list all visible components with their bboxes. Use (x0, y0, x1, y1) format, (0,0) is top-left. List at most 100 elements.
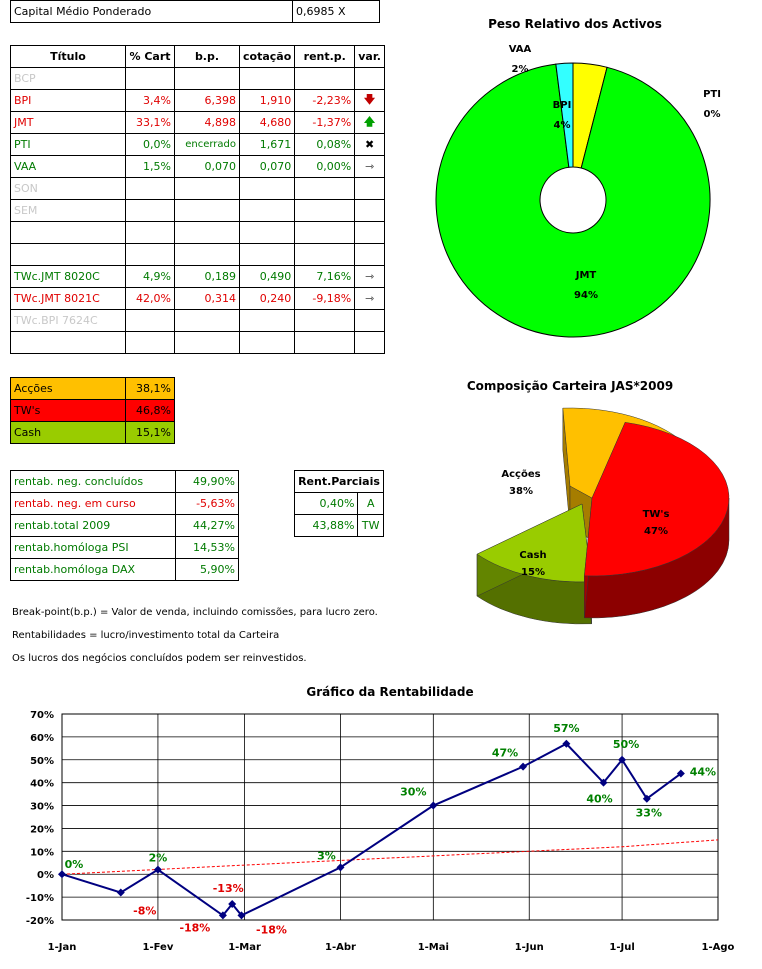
holding-title (10, 243, 126, 266)
x-tick-label: 1-Fev (143, 942, 174, 953)
parciais-row: 43,88% TW (293, 514, 384, 537)
composition-value: 15,1% (125, 421, 175, 444)
rentab-value: 49,90% (175, 470, 239, 493)
plot-area (61, 713, 719, 921)
x-tick-label: 1-Abr (325, 942, 356, 953)
holding-title: TWc.JMT 8021C (10, 287, 126, 310)
donut-label-vaa: VAA (509, 44, 532, 55)
pie-value-Acções: 38% (509, 486, 533, 497)
data-point (336, 863, 345, 872)
donut-label-pti: PTI (703, 89, 721, 100)
composition-label: Acções (10, 377, 126, 400)
data-point (618, 755, 627, 764)
holding-cart (125, 221, 175, 244)
holdings-header-row: Título % Cart b.p. cotação rent.p. var. (10, 45, 385, 68)
y-tick-label: 20% (30, 824, 54, 835)
holding-rent (294, 199, 356, 222)
rentab-row: rentab. neg. em curso -5,63% (10, 492, 239, 515)
rentab-value: 5,90% (175, 558, 239, 581)
holdings-row: BPI 3,4% 6,398 1,910 -2,23% 🡇 (10, 89, 385, 112)
data-point (228, 899, 237, 908)
rentab-label: rentab.total 2009 (10, 514, 176, 537)
pie-slice-Cash (476, 503, 592, 625)
donut-value-vaa: 2% (512, 64, 529, 75)
rentab-value: 44,27% (175, 514, 239, 537)
holding-bp: 6,398 (174, 89, 240, 112)
holding-rent (294, 331, 356, 354)
y-tick-label: -20% (26, 916, 54, 927)
holding-cotacao: 0,490 (238, 265, 296, 288)
holding-var (354, 67, 385, 90)
holding-cart: 4,9% (125, 265, 175, 288)
composition-row: Acções 38,1% (10, 377, 175, 400)
holding-bp: 0,189 (174, 265, 240, 288)
x-tick-label: 1-Mar (228, 942, 261, 953)
data-label: 40% (586, 793, 612, 806)
holding-cart (125, 243, 175, 266)
holding-title: JMT (10, 111, 126, 134)
data-label: -18% (179, 921, 210, 934)
arrow-right-icon: ⇾ (364, 160, 375, 173)
composition-row: Cash 15,1% (10, 421, 175, 444)
y-tick-label: 40% (30, 779, 54, 790)
pie-label-Acções: Acções (501, 469, 540, 480)
x-tick-label: 1-Jul (609, 942, 634, 953)
capital-value: 0,6985 X (292, 0, 380, 23)
holding-bp: encerrado (174, 133, 240, 156)
donut-slice-vaa (555, 62, 574, 168)
pie-title: Composição Carteira JAS*2009 (467, 379, 673, 393)
capital-table: Capital Médio Ponderado 0,6985 X (10, 0, 380, 23)
holdings-row: BCP (10, 67, 385, 90)
holdings-row: SON (10, 177, 385, 200)
holding-rent: -1,37% (294, 111, 356, 134)
holding-var (354, 199, 385, 222)
holding-var (354, 331, 385, 354)
holding-title (10, 331, 126, 354)
holding-bp (174, 331, 240, 354)
arrow-up-icon: 🡅 (363, 115, 376, 128)
col-header-titulo: Título (10, 45, 126, 68)
donut-chart: Peso Relativo dos Activos JMT 94% VAA 2% BPI… (435, 17, 721, 338)
holding-cart (125, 67, 175, 90)
holding-cotacao (238, 243, 296, 266)
holding-cotacao (238, 331, 296, 354)
holding-cart: 42,0% (125, 287, 175, 310)
holding-rent (294, 67, 356, 90)
data-label: 3% (317, 849, 336, 862)
col-header-rent: rent.p. (294, 45, 356, 68)
holding-bp: 4,898 (174, 111, 240, 134)
parciais-header: Rent.Parciais (294, 470, 384, 493)
data-label: -13% (213, 882, 244, 895)
parciais-table: Rent.Parciais 0,40% A 43,88% TW (293, 470, 384, 537)
holding-cart (125, 199, 175, 222)
arrow-right-icon: ⇾ (364, 292, 375, 305)
data-point (237, 911, 246, 920)
holding-rent (294, 243, 356, 266)
holdings-row: TWc.JMT 8020C 4,9% 0,189 0,490 7,16% ⇾ (10, 265, 385, 288)
holdings-row (10, 243, 385, 266)
col-header-cart: % Cart (125, 45, 175, 68)
holding-cotacao (238, 177, 296, 200)
holdings-row: SEM (10, 199, 385, 222)
composition-value: 46,8% (125, 399, 175, 422)
donut-title: Peso Relativo dos Activos (488, 17, 662, 31)
holding-bp (174, 177, 240, 200)
data-point (153, 865, 162, 874)
y-tick-label: 30% (30, 802, 54, 813)
holding-rent: -9,18% (294, 287, 356, 310)
holding-title: TWc.JMT 8020C (10, 265, 126, 288)
holdings-row (10, 221, 385, 244)
data-point (562, 739, 571, 748)
holding-var: ⇾ (354, 287, 385, 310)
data-point (429, 801, 438, 810)
holding-bp (174, 67, 240, 90)
series-line (61, 742, 682, 917)
data-label: 44% (690, 766, 716, 779)
data-point (519, 762, 528, 771)
note-rentabilidades: Rentabilidades = lucro/investimento tota… (12, 630, 280, 641)
donut-value-bpi: 4% (554, 120, 571, 131)
data-label: 47% (492, 747, 518, 760)
rentab-label: rentab. neg. concluídos (10, 470, 176, 493)
holding-cart: 33,1% (125, 111, 175, 134)
holding-cart: 1,5% (125, 155, 175, 178)
